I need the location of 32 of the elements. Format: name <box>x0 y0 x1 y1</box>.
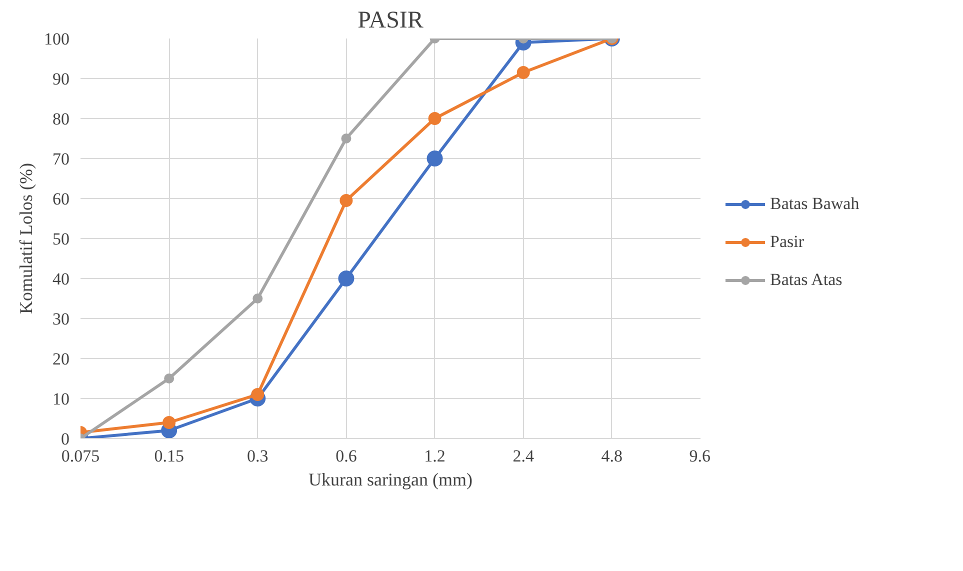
x-tick-label: 0.15 <box>154 446 184 466</box>
y-tick-label: 50 <box>52 230 70 248</box>
x-tick-label: 2.4 <box>512 446 534 466</box>
y-tick-label: 40 <box>52 270 70 288</box>
x-tick-label: 9.6 <box>689 446 710 466</box>
legend-label: Batas Atas <box>770 270 842 290</box>
y-tick-label: 20 <box>52 350 70 368</box>
x-tick-label: 1.2 <box>424 446 446 466</box>
y-tick-label: 70 <box>52 150 70 168</box>
point <box>251 388 264 401</box>
x-tick-label: 4.8 <box>601 446 623 466</box>
point <box>164 374 174 384</box>
legend-label: Batas Bawah <box>770 194 860 214</box>
x-tick-label: 0.6 <box>336 446 357 466</box>
y-tick-label: 80 <box>52 110 70 128</box>
y-tick-label: 0 <box>61 430 70 448</box>
point <box>426 150 443 166</box>
chart-title: PASIR <box>358 8 424 34</box>
point <box>252 294 263 304</box>
y-tick-label: 30 <box>52 310 70 328</box>
y-tick-label: 100 <box>44 30 70 48</box>
x-axis-title: Ukuran saringan (mm) <box>308 470 472 490</box>
point <box>338 270 354 286</box>
point <box>162 416 176 429</box>
y-tick-label: 90 <box>52 70 70 88</box>
y-axis-title: Komulatif Lolos (%) <box>16 163 36 314</box>
legend-label: Pasir <box>770 232 804 252</box>
y-tick-label: 10 <box>52 390 70 408</box>
point <box>340 194 353 207</box>
y-tick-label: 60 <box>52 190 70 208</box>
x-tick-label: 0.075 <box>61 446 100 466</box>
x-tick-label: 0.3 <box>247 446 268 466</box>
